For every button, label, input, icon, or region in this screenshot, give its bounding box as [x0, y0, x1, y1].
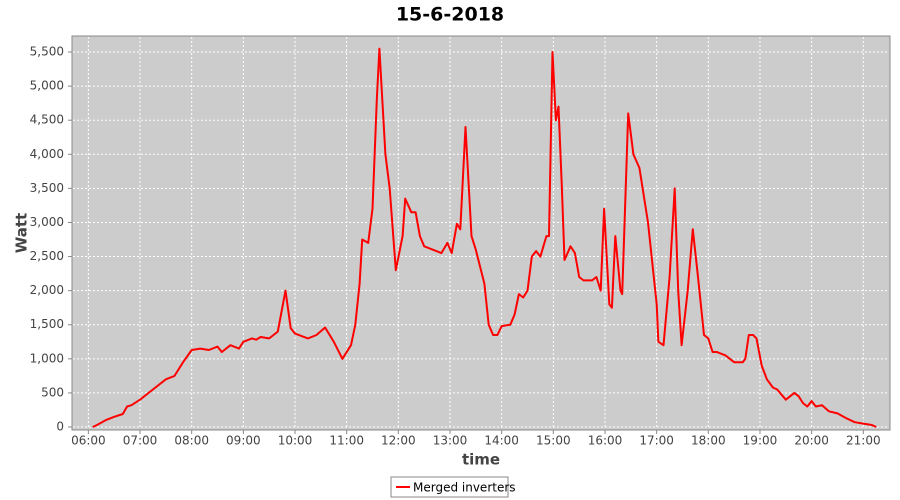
x-tick-label: 21:00 [846, 434, 881, 448]
x-tick-label: 06:00 [71, 434, 106, 448]
y-tick-label: 1,500 [30, 317, 64, 331]
y-tick-label: 3,000 [30, 215, 64, 229]
plot-area [71, 35, 891, 431]
y-tick-label: 5,500 [30, 45, 64, 59]
x-tick-label: 15:00 [536, 434, 571, 448]
x-axis-label: time [462, 451, 500, 469]
y-tick-label: 5,000 [30, 79, 64, 93]
series-line [92, 47, 877, 428]
x-tick-label: 12:00 [381, 434, 416, 448]
x-tick-label: 19:00 [743, 434, 778, 448]
x-tick-label: 20:00 [794, 434, 829, 448]
x-tick-label: 11:00 [329, 434, 364, 448]
y-tick-label: 0 [56, 420, 64, 434]
y-tick-label: 2,000 [30, 283, 64, 297]
x-tick-label: 08:00 [174, 434, 209, 448]
x-tick-label: 14:00 [484, 434, 519, 448]
y-tick-label: 4,000 [30, 147, 64, 161]
x-tick-label: 09:00 [226, 434, 261, 448]
x-tick-label: 13:00 [433, 434, 468, 448]
x-tick-label: 10:00 [278, 434, 313, 448]
legend-label: Merged inverters [413, 481, 516, 495]
y-axis-label: Watt [13, 213, 31, 253]
y-tick-label: 4,500 [30, 113, 64, 127]
x-tick-label: 07:00 [123, 434, 158, 448]
chart-title: 15-6-2018 [396, 4, 504, 26]
x-tick-label: 17:00 [639, 434, 674, 448]
legend [390, 476, 509, 498]
y-tick-label: 2,500 [30, 249, 64, 263]
y-tick-label: 3,500 [30, 181, 64, 195]
x-tick-label: 18:00 [691, 434, 726, 448]
y-tick-label: 500 [41, 385, 64, 399]
x-tick-label: 16:00 [588, 434, 623, 448]
y-tick-label: 1,000 [30, 351, 64, 365]
